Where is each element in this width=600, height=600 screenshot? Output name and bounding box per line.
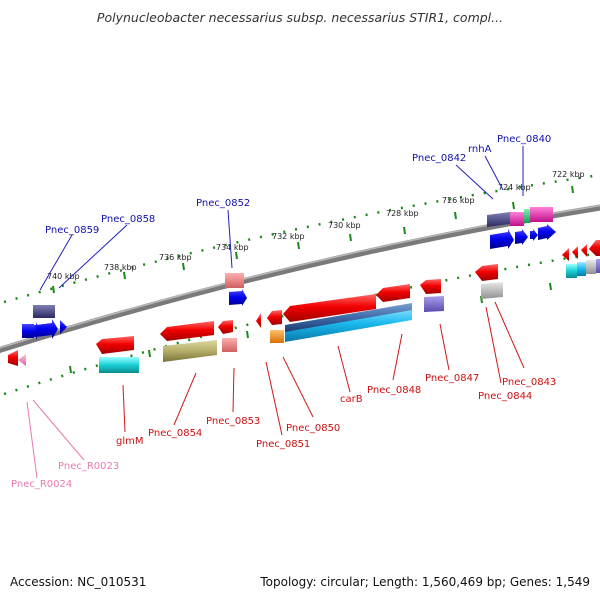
gene-box[interactable] <box>481 282 503 299</box>
outer-tick-ruler <box>3 173 600 304</box>
gene-label[interactable]: Pnec_0850 <box>286 423 340 434</box>
gene-arrow[interactable] <box>60 320 67 334</box>
gene-label[interactable]: Pnec_0844 <box>478 391 532 402</box>
map-title: Polynucleobacter necessarius subsp. nece… <box>96 10 504 25</box>
gene-label[interactable]: Pnec_0847 <box>425 373 479 384</box>
gene-label[interactable]: Pnec_0854 <box>148 428 202 439</box>
gene-label[interactable]: Pnec_0853 <box>206 416 260 427</box>
gene-arrow[interactable] <box>581 244 587 257</box>
gene-box[interactable] <box>424 296 444 312</box>
gene-label[interactable]: rnhA <box>468 144 492 155</box>
gene-arrow[interactable] <box>160 321 214 341</box>
kbp-label: 732 kbp <box>272 232 305 241</box>
gene-arrow[interactable] <box>267 310 282 325</box>
gene-arrow[interactable] <box>538 224 556 240</box>
gene-box[interactable] <box>99 357 139 373</box>
gene-box[interactable] <box>524 209 530 223</box>
top-label-connectors <box>39 146 524 291</box>
accession-text: Accession: NC_010531 <box>10 575 147 589</box>
gene-box[interactable] <box>222 338 237 352</box>
gene-arrow[interactable] <box>376 284 410 302</box>
gene-box[interactable] <box>510 212 524 226</box>
gene-arrow[interactable] <box>487 212 510 227</box>
kbp-label: 736 kbp <box>159 253 192 262</box>
kbp-label: 728 kbp <box>386 209 419 218</box>
gene-label[interactable]: Pnec_0859 <box>45 225 99 236</box>
kbp-label: 722 kbp <box>552 170 585 179</box>
gene-arrow[interactable] <box>530 229 538 241</box>
rna-label[interactable]: Pnec_R0023 <box>58 461 119 472</box>
gene-box[interactable] <box>225 273 244 288</box>
gene-label[interactable]: Pnec_0842 <box>412 153 466 164</box>
gene-arrow[interactable] <box>36 319 58 339</box>
gene-label[interactable]: Pnec_0840 <box>497 134 551 145</box>
gene-box[interactable] <box>163 340 217 362</box>
gene-label[interactable]: Pnec_0852 <box>196 198 250 209</box>
gene-arrow[interactable] <box>475 264 498 281</box>
gene-box[interactable] <box>285 303 412 332</box>
gene-arrow[interactable] <box>283 294 376 322</box>
gene-arrow[interactable] <box>96 336 134 354</box>
bottom-label-connectors <box>122 301 525 436</box>
gene-label[interactable]: Pnec_0843 <box>502 377 556 388</box>
kbp-label: 726 kbp <box>442 196 475 205</box>
kbp-label: 734 kbp <box>216 243 249 252</box>
gene-label[interactable]: glmM <box>116 436 144 447</box>
gene-arrow[interactable] <box>229 289 247 306</box>
gene-box[interactable] <box>530 207 553 222</box>
outer-major-ticks <box>52 185 574 294</box>
gene-box[interactable] <box>566 264 577 278</box>
reverse-strand-genes <box>22 207 556 340</box>
gene-arrow[interactable] <box>18 354 26 366</box>
forward-strand-genes <box>8 240 600 373</box>
gene-arrow[interactable] <box>22 324 34 338</box>
gene-arrow[interactable] <box>589 240 600 256</box>
rna-label-connectors <box>26 399 85 479</box>
gene-arrow[interactable] <box>8 350 18 366</box>
gene-label[interactable]: Pnec_0858 <box>101 214 155 225</box>
gene-arrow[interactable] <box>562 248 569 261</box>
gene-box[interactable] <box>586 260 596 274</box>
kbp-label: 730 kbp <box>328 221 361 230</box>
gene-box[interactable] <box>33 305 55 318</box>
genome-summary-text: Topology: circular; Length: 1,560,469 bp… <box>260 575 590 589</box>
gene-label[interactable]: carB <box>340 394 363 405</box>
gene-box[interactable] <box>270 330 284 343</box>
gene-label[interactable]: Pnec_0851 <box>256 439 310 450</box>
kbp-label: 738 kbp <box>104 263 137 272</box>
gene-arrow[interactable] <box>218 320 233 334</box>
gene-arrow[interactable] <box>256 313 261 328</box>
gene-label[interactable]: Pnec_0848 <box>367 385 421 396</box>
gene-arrow[interactable] <box>572 246 578 259</box>
kbp-label: 740 kbp <box>47 272 80 281</box>
gene-arrow[interactable] <box>490 229 514 249</box>
rna-label[interactable]: Pnec_R0024 <box>11 479 72 490</box>
gene-arrow[interactable] <box>515 229 528 245</box>
gene-box[interactable] <box>577 262 586 276</box>
gene-arrow[interactable] <box>420 279 441 294</box>
gene-box[interactable] <box>596 259 600 273</box>
kbp-label: 724 kbp <box>498 183 531 192</box>
